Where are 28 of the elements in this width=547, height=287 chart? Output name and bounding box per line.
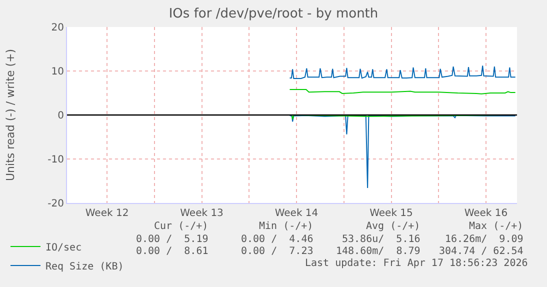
text: Max (-/+) xyxy=(469,221,524,232)
text: 304.74 / 62.54 xyxy=(439,246,524,257)
text: 53.86u/ 5.16 xyxy=(342,234,420,245)
chart-title: IOs for /dev/pve/root - by month xyxy=(168,6,378,22)
y-tick-label: -10 xyxy=(48,154,64,166)
x-tick-label: Week 16 xyxy=(464,208,508,219)
legend-label: IO/sec xyxy=(45,242,82,254)
text: Avg (-/+) xyxy=(366,221,420,232)
legend-label: Req Size (KB) xyxy=(45,261,124,272)
x-tick-label: Week 14 xyxy=(274,208,318,219)
text: 148.60m/ 8.79 xyxy=(336,246,420,257)
x-tick-label: Week 15 xyxy=(370,208,413,219)
text: 0.00 / 4.46 xyxy=(241,234,314,245)
y-tick-label: 20 xyxy=(51,22,64,34)
text: 0.00 / 5.19 xyxy=(136,234,208,245)
y-axis-title: Units read (-) / write (+) xyxy=(4,48,17,181)
y-tick-label: 10 xyxy=(51,66,64,78)
text: Min (-/+) xyxy=(259,221,314,232)
y-tick-label: -20 xyxy=(48,198,64,210)
text: Last update: Fri Apr 17 18:56:23 2026 xyxy=(305,258,528,269)
x-tick-label: Week 12 xyxy=(85,208,129,219)
x-tick-label: Week 13 xyxy=(180,208,224,219)
text: 16.26m/ 9.09 xyxy=(445,234,524,245)
line-series xyxy=(289,65,516,79)
y-tick-label: 0 xyxy=(58,110,64,122)
text: 0.00 / 8.61 xyxy=(136,246,208,257)
text: Cur (-/+) xyxy=(154,221,208,232)
text: 0.00 / 7.23 xyxy=(241,246,314,257)
